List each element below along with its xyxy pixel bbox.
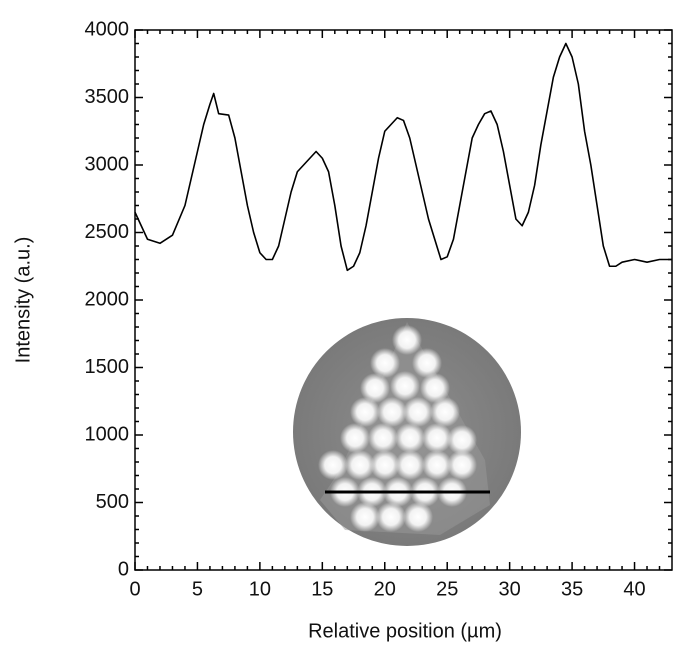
x-tick-label: 10 [249, 578, 271, 600]
y-tick-label: 0 [118, 558, 129, 580]
y-tick-label: 1000 [85, 423, 130, 445]
inset-dot [376, 502, 406, 532]
x-tick-label: 30 [499, 578, 521, 600]
inset-dot [420, 373, 450, 403]
x-axis-label: Relative position (µm) [308, 620, 502, 642]
inset-dot [318, 450, 348, 480]
x-tick-label: 15 [311, 578, 333, 600]
y-axis-label: Intensity (a.u.) [12, 237, 34, 364]
inset-dot [412, 348, 442, 378]
y-tick-label: 2000 [85, 288, 130, 310]
inset-dot [345, 450, 375, 480]
y-tick-label: 2500 [85, 221, 130, 243]
y-tick-label: 4000 [85, 18, 130, 40]
inset-image [293, 318, 521, 546]
inset-dot [350, 397, 380, 427]
x-tick-label: 0 [129, 578, 140, 600]
inset-dot [447, 450, 477, 480]
inset-dot [430, 397, 460, 427]
inset-dot [370, 450, 400, 480]
inset-dot [377, 397, 407, 427]
inset-dot [360, 373, 390, 403]
inset-dot [350, 502, 380, 532]
y-tick-label: 500 [96, 491, 129, 513]
inset-dot [395, 450, 425, 480]
x-tick-label: 5 [192, 578, 203, 600]
inset-dot [390, 371, 420, 401]
inset-dot [392, 325, 422, 355]
x-tick-label: 35 [561, 578, 583, 600]
x-tick-label: 40 [623, 578, 645, 600]
x-tick-label: 20 [374, 578, 396, 600]
y-tick-label: 3500 [85, 86, 130, 108]
inset-dot [447, 425, 477, 455]
inset-dot [368, 423, 398, 453]
inset-dot [403, 397, 433, 427]
inset-dot [422, 423, 452, 453]
inset-dot [340, 423, 370, 453]
inset-dot [403, 502, 433, 532]
y-tick-label: 3000 [85, 153, 130, 175]
x-tick-label: 25 [436, 578, 458, 600]
inset-dot [370, 348, 400, 378]
y-tick-label: 1500 [85, 356, 130, 378]
inset-dot [422, 450, 452, 480]
data-line [134, 42, 672, 272]
inset-dot [395, 423, 425, 453]
